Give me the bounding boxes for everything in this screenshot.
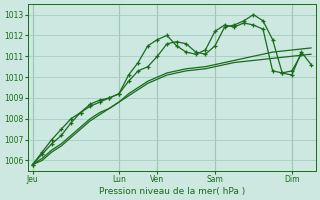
- X-axis label: Pression niveau de la mer( hPa ): Pression niveau de la mer( hPa ): [99, 187, 245, 196]
